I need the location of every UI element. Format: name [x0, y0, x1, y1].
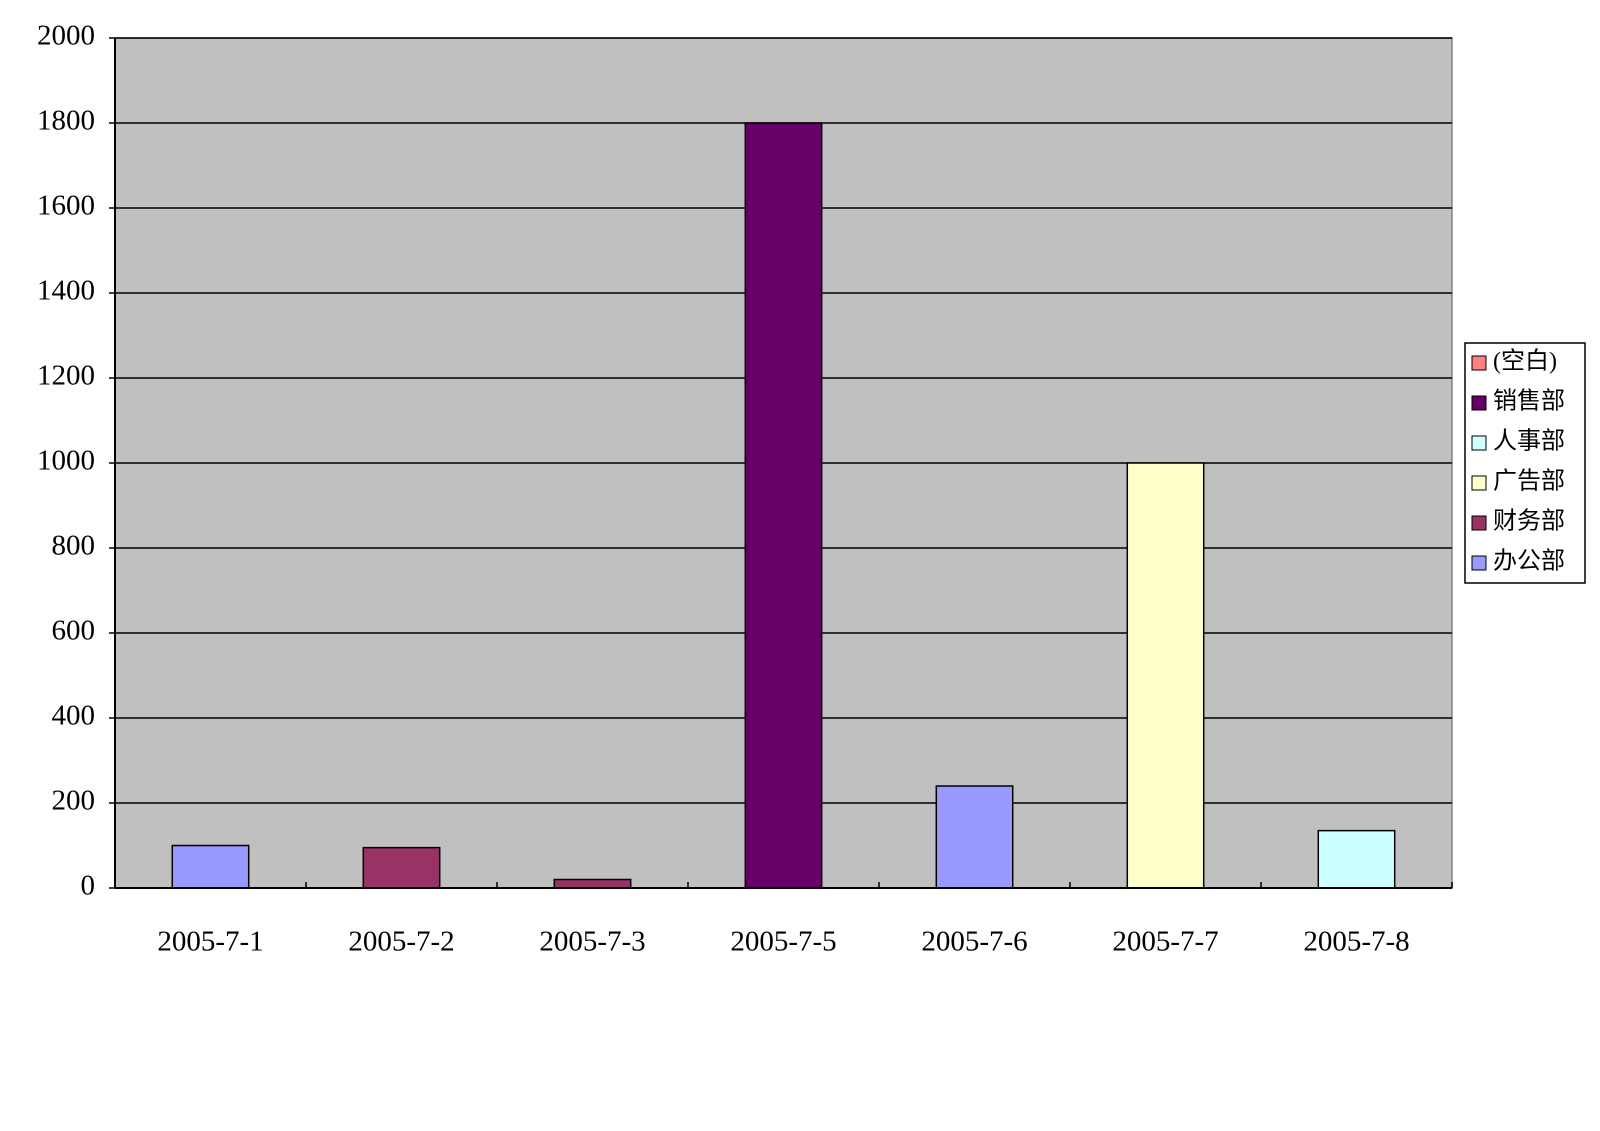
y-tick-label: 2000 [37, 20, 95, 52]
y-tick-label: 1200 [37, 360, 95, 392]
legend-swatch [1471, 515, 1487, 531]
x-tick-label: 2005-7-3 [539, 926, 645, 958]
bar [171, 844, 250, 889]
legend-label: 广告部 [1493, 468, 1565, 495]
x-tick-label: 2005-7-8 [1303, 926, 1409, 958]
legend-label: 财务部 [1493, 508, 1565, 535]
y-tick-label: 1600 [37, 190, 95, 222]
x-tick-label: 2005-7-6 [921, 926, 1027, 958]
legend-swatch [1471, 475, 1487, 491]
legend-swatch [1471, 555, 1487, 571]
legend-label: 人事部 [1493, 428, 1565, 455]
bar [1126, 462, 1205, 889]
bar [1317, 829, 1396, 889]
legend-label: (空白) [1493, 348, 1557, 375]
x-tick-label: 2005-7-1 [157, 926, 263, 958]
legend-label: 办公部 [1493, 548, 1565, 575]
legend-swatch [1471, 435, 1487, 451]
legend-swatch [1471, 395, 1487, 411]
y-tick-label: 800 [52, 530, 96, 562]
y-tick-label: 600 [52, 615, 96, 647]
legend-swatch [1471, 355, 1487, 371]
x-tick-label: 2005-7-2 [348, 926, 454, 958]
bar [935, 785, 1014, 889]
legend-label: 销售部 [1493, 388, 1565, 415]
legend-box [1464, 342, 1586, 584]
y-tick-label: 1800 [37, 105, 95, 137]
y-tick-label: 1000 [37, 445, 95, 477]
y-tick-label: 1400 [37, 275, 95, 307]
bar [362, 846, 441, 889]
x-tick-label: 2005-7-5 [730, 926, 836, 958]
y-tick-label: 200 [52, 785, 96, 817]
bar [744, 122, 823, 889]
x-tick-label: 2005-7-7 [1112, 926, 1218, 958]
bar [553, 878, 632, 889]
y-tick-label: 400 [52, 700, 96, 732]
y-tick-label: 0 [81, 870, 96, 902]
